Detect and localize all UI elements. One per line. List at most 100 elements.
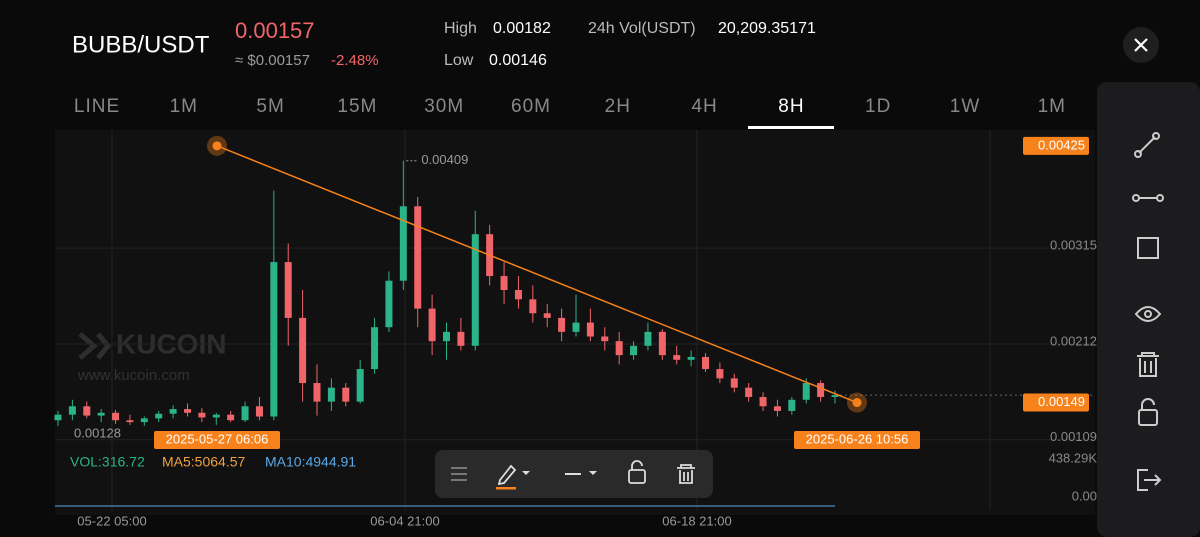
candle-body [112,412,120,421]
timeframe-tab[interactable]: 1M [170,96,198,117]
high-label: High [444,20,477,37]
delete[interactable] [677,464,695,484]
candle-body [342,387,350,402]
candle-body [399,206,407,281]
handle [852,398,862,408]
timeframe-tab[interactable]: 30M [424,96,464,117]
candle-body [773,406,781,411]
candle-body [514,290,522,300]
side-toolbar [1097,82,1200,537]
candle-body [831,395,839,397]
candle-body [255,406,263,417]
candle-body [558,317,566,332]
candle-body [543,313,551,318]
trend-line-tool[interactable] [1134,132,1160,158]
low-label: Low [444,52,474,69]
price-tag: 2025-05-27 06:06 [166,431,269,446]
candle-body [716,369,724,379]
candle-body [198,412,206,418]
menu-icon[interactable] [451,467,467,481]
candle-body [299,317,307,384]
candle-body [601,336,609,342]
candle-body [212,414,220,418]
volume-indicator: MA5:5064.57 [162,454,245,470]
volume-axis-bottom: 0.00 [1072,488,1097,503]
timeframe-tab[interactable]: 15M [337,96,377,117]
candle-body [658,331,666,356]
active-tab-underline [748,126,834,129]
candle-body [673,355,681,360]
rect-tool[interactable] [1137,237,1159,259]
pen-tool[interactable] [496,464,530,490]
visibility[interactable] [1134,306,1162,322]
candle-body [788,399,796,411]
line-style[interactable] [565,471,597,475]
close-button[interactable] [1123,27,1159,63]
candle-body [313,383,321,402]
candle-body [644,331,652,346]
y-tick-label: 0.00315 [1050,238,1097,253]
timeframe-tab[interactable]: 5M [256,96,284,117]
pair: BUBB/USDT [72,31,210,58]
timeframe-tab[interactable]: 1D [865,96,891,117]
candle-body [630,345,638,356]
exit[interactable] [1137,469,1162,491]
candle-body [155,413,163,419]
candle-body [586,322,594,337]
volume-axis-top: 438.29K [1049,450,1098,465]
y-tick-label: 0.00109 [1050,429,1097,444]
ray-tool[interactable] [1132,194,1164,202]
price-tag: 2025-06-26 10:56 [806,431,909,446]
price-tag-bg [1023,393,1089,412]
candle-body [140,418,148,423]
candle-body [83,406,91,416]
candle-body [371,327,379,370]
handle [212,141,222,151]
price-tag: 0.00149 [1038,394,1085,409]
candle-body [227,414,235,421]
candle-body [702,356,709,370]
candle-body [54,414,62,421]
candle-body [97,412,105,416]
candle-body [802,383,810,400]
low: 0.00146 [489,52,547,69]
price-tag-bg [154,431,280,449]
price-tag-bg [1023,136,1089,155]
x-tick-label: 06-04 21:00 [370,513,439,528]
candle-body [356,369,364,402]
timeframe-tab[interactable]: 4H [691,96,717,117]
usd-price: ≈ $0.00157 [235,52,310,69]
candle-body [414,206,422,309]
delete-all[interactable] [1137,352,1159,377]
change: -2.48% [331,52,379,69]
candle-body [759,396,767,407]
timeframe-tab[interactable]: 8H [778,96,804,117]
timeframe-tab[interactable]: 60M [511,96,551,117]
candle-body [385,280,393,328]
price-tag-bg [794,431,920,449]
candle-body [457,331,465,346]
volume-indicator: MA10:4944.91 [265,454,356,470]
candle-body [745,387,753,397]
side-panel [1097,82,1200,537]
timeframe-tab[interactable]: 1W [950,96,981,117]
max-label: 0.00409 [421,152,468,167]
candle-body [687,356,695,360]
price-tag: 0.00425 [1038,137,1085,152]
timeframe-tab[interactable]: 2H [605,96,631,117]
candle-body [284,262,292,318]
high: 0.00182 [493,20,551,37]
lock-toggle[interactable] [1138,398,1158,426]
unlock[interactable] [628,460,646,484]
timeframe-tab[interactable]: 1M [1038,96,1066,117]
candle-body [169,409,177,414]
candle-body [529,299,537,314]
x-tick-label: 05-22 05:00 [77,513,146,528]
candle-body [572,322,580,332]
trend-line [216,145,858,404]
candle-body [471,234,479,346]
candle-body [500,276,508,290]
timeframe-tab[interactable]: LINE [74,96,120,117]
